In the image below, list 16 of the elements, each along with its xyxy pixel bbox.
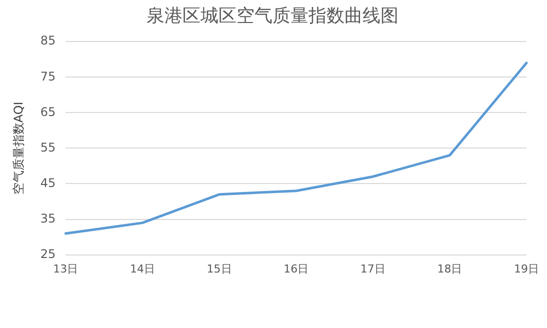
chart-title: 泉港区城区空气质量指数曲线图: [146, 5, 398, 26]
x-tick-label: 16日: [284, 262, 309, 276]
y-tick-label: 85: [40, 34, 56, 48]
y-tick-label: 25: [40, 246, 56, 261]
y-tick-label: 65: [40, 104, 56, 119]
x-tick-label: 13日: [53, 262, 78, 276]
y-axis-title: 空气质量指数AQI: [11, 102, 26, 195]
x-tick-label: 19日: [514, 262, 539, 276]
x-tick-label: 14日: [130, 262, 155, 276]
y-tick-label: 35: [40, 211, 56, 226]
x-tick-label: 15日: [206, 262, 232, 276]
y-tick-label: 75: [40, 69, 56, 84]
x-tick-label: 17日: [360, 262, 386, 276]
x-tick-label: 18日: [437, 262, 462, 276]
y-tick-label: 45: [40, 176, 56, 190]
y-tick-label: 55: [40, 140, 56, 154]
